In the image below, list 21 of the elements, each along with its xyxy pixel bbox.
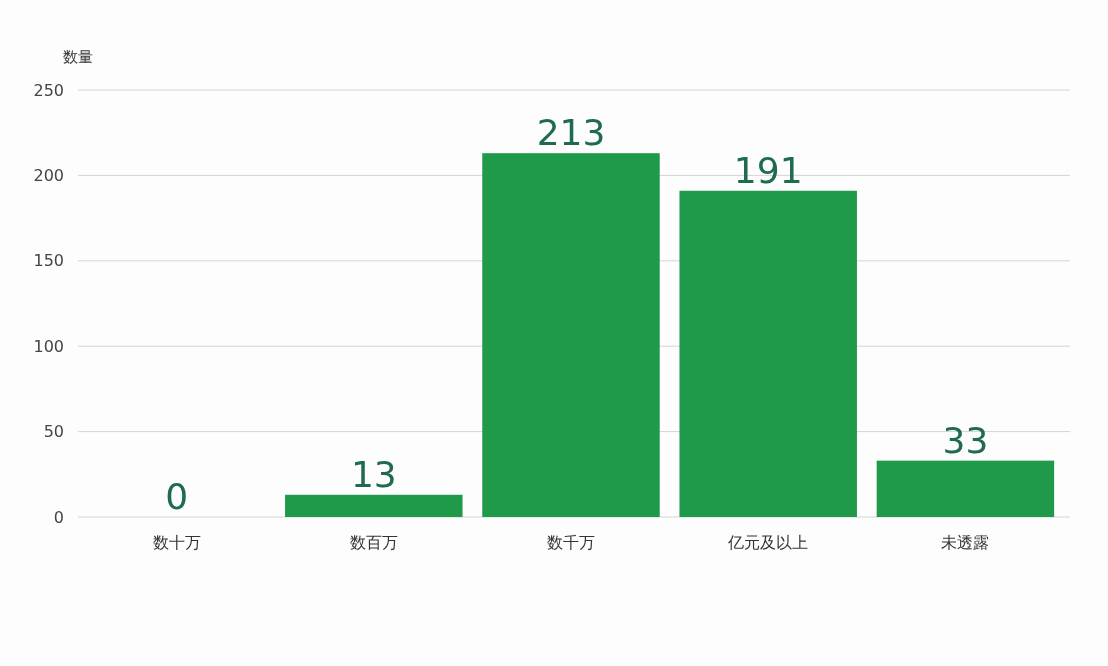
y-tick-label: 200 [33,166,64,185]
data-label: 213 [536,112,606,154]
x-tick-label: 数千万 [547,533,595,552]
data-label: 0 [165,476,189,517]
x-tick-label: 亿元及以上 [727,533,809,552]
data-label: 13 [350,453,397,495]
bar [679,190,857,517]
y-tick-label: 250 [33,80,64,100]
data-label: 191 [733,149,803,191]
x-tick-label: 数百万 [349,533,398,552]
y-tick-label: 50 [43,422,64,442]
x-tick-label: 未透露 [941,533,990,552]
bar [876,460,1055,517]
y-tick-label: 0 [53,507,64,527]
data-label: 33 [942,419,989,461]
bar [482,153,660,517]
y-tick-label: 150 [33,251,64,271]
bar [285,494,463,517]
y-axis-title: 数量 [63,48,93,66]
y-tick-label: 100 [33,336,64,356]
x-tick-label: 数十万 [152,533,201,552]
